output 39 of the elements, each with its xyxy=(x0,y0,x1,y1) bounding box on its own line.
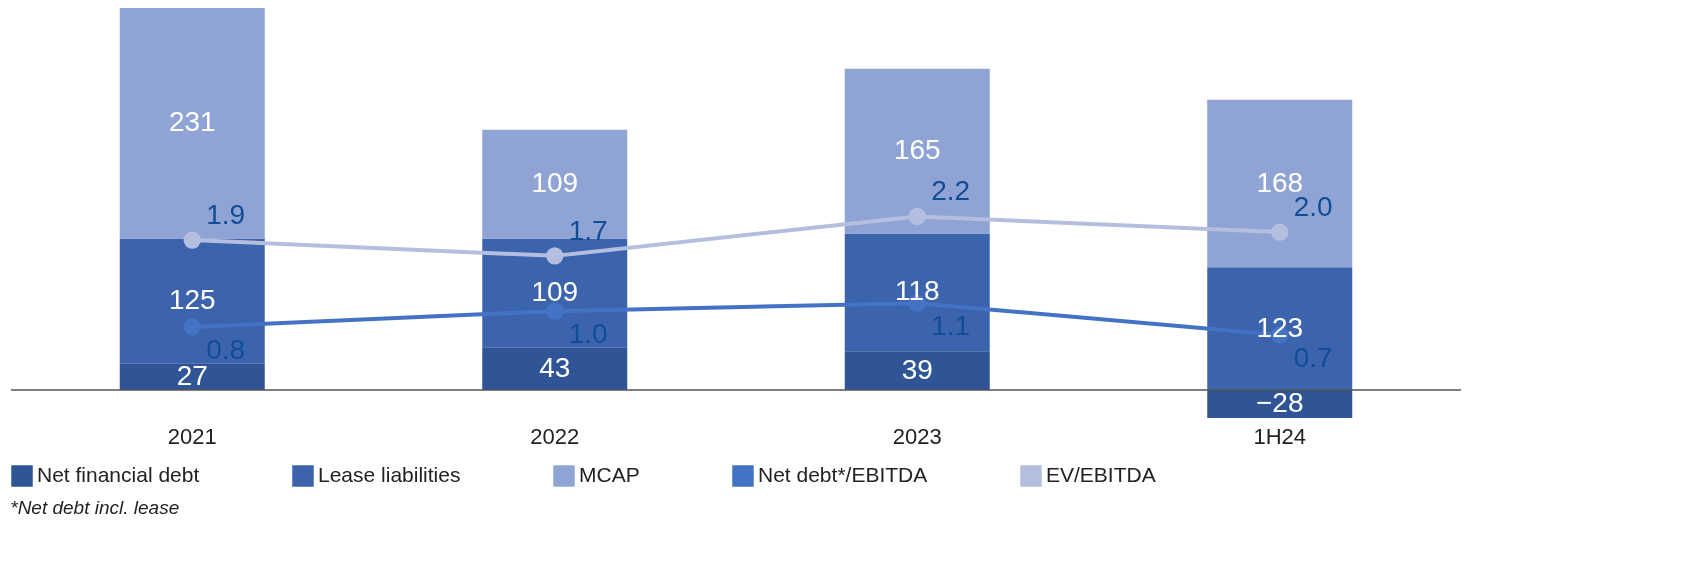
legend-label: Lease liabilities xyxy=(318,463,461,486)
bar xyxy=(844,68,990,234)
data-label: 2.2 xyxy=(931,175,971,207)
data-label: 118 xyxy=(894,275,940,307)
bar xyxy=(119,238,265,364)
bar xyxy=(482,238,628,348)
point xyxy=(1271,223,1289,241)
x-tick-label: 2023 xyxy=(892,423,942,449)
bar xyxy=(1207,267,1353,391)
bar xyxy=(482,129,628,239)
data-label: 125 xyxy=(168,283,216,315)
data-label: 1.9 xyxy=(206,199,246,231)
data-label: 165 xyxy=(893,134,941,166)
bar xyxy=(119,363,265,391)
x-tick-label: 2022 xyxy=(530,423,580,449)
data-label: 43 xyxy=(539,351,571,383)
data-label: −28 xyxy=(1256,387,1304,419)
legend-label: Net debt*/EBITDA xyxy=(758,463,928,486)
point xyxy=(546,247,564,265)
bar xyxy=(844,351,990,391)
legend-label: MCAP xyxy=(579,463,640,486)
bar xyxy=(482,347,628,391)
data-label: 231 xyxy=(168,106,216,138)
x-tick-label: 2021 xyxy=(167,423,217,449)
point xyxy=(183,231,201,249)
data-label: 109 xyxy=(531,275,579,307)
legend-label: Net financial debt xyxy=(37,463,200,486)
bar xyxy=(1207,99,1353,268)
legend-label: EV/EBITDA xyxy=(1046,463,1156,486)
bar xyxy=(844,233,990,352)
point xyxy=(908,207,926,226)
data-label: 27 xyxy=(176,359,208,391)
x-tick-label: 1H24 xyxy=(1253,423,1307,449)
text: *Net debt incl. lease xyxy=(10,497,180,518)
data-label: 123 xyxy=(1256,311,1304,343)
data-label: 109 xyxy=(531,167,579,199)
data-label: 39 xyxy=(901,353,933,385)
data-label: 1.7 xyxy=(568,214,608,246)
bar xyxy=(119,8,265,239)
